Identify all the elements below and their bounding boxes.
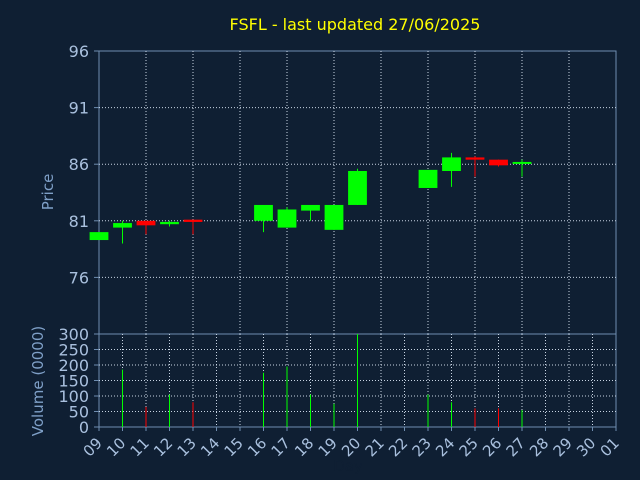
candle-body	[183, 219, 203, 222]
candle-body	[136, 220, 156, 226]
x-tick-label: 24	[432, 434, 458, 460]
candle-19	[324, 204, 344, 230]
price-tick-label: 76	[69, 268, 89, 287]
candle-23	[418, 169, 438, 188]
x-tick-label: 29	[550, 434, 576, 460]
x-axis-label: Day	[333, 457, 363, 475]
candle-26	[489, 159, 508, 167]
candle-body	[348, 170, 367, 205]
volume-tick-label: 150	[58, 372, 89, 391]
candle-body	[489, 159, 508, 166]
price-tick-label: 91	[69, 99, 89, 118]
price-grid	[99, 51, 616, 334]
x-tick-label: 13	[174, 434, 200, 460]
x-tick-label: 21	[362, 434, 388, 460]
x-tick-label: 11	[127, 434, 153, 460]
candle-13	[183, 219, 203, 235]
candle-09	[89, 232, 109, 241]
price-y-ticks: 76 81 86 91 96	[69, 42, 99, 287]
x-tick-label: 30	[573, 434, 599, 460]
x-tick-label: 23	[409, 434, 435, 460]
x-tick-label: 28	[526, 434, 552, 460]
volume-tick-label: 100	[58, 387, 89, 406]
x-tick-label: 27	[503, 434, 529, 460]
x-tick-label: 14	[197, 434, 223, 460]
price-tick-label: 81	[69, 212, 89, 231]
candles	[89, 152, 532, 244]
x-tick-label: 16	[244, 434, 270, 460]
volume-y-axis-label: Volume (0000)	[29, 326, 47, 436]
x-tick-label: 26	[479, 434, 505, 460]
candle-24	[442, 152, 461, 187]
candle-10	[113, 220, 132, 244]
price-panel: 76 81 86 91 96 Price	[39, 42, 617, 335]
price-tick-label: 86	[69, 155, 89, 174]
volume-tick-label: 200	[58, 356, 89, 375]
x-tick-label: 17	[268, 434, 294, 460]
candle-body	[512, 161, 532, 164]
candle-body	[254, 204, 273, 221]
x-axis-ticks: 0910111213141516171819202122232425262728…	[80, 427, 623, 460]
price-y-axis-label: Price	[39, 174, 57, 211]
x-tick-label: 25	[456, 434, 482, 460]
x-tick-label: 12	[150, 434, 176, 460]
candle-body	[418, 169, 438, 188]
candle-body	[113, 223, 132, 228]
volume-tick-label: 50	[69, 403, 89, 422]
candle-12	[160, 220, 179, 227]
candle-body	[160, 221, 179, 225]
x-tick-label: 18	[291, 434, 317, 460]
candle-20	[348, 168, 367, 205]
candle-16	[254, 204, 273, 233]
candle-body	[301, 204, 320, 211]
volume-tick-label: 250	[58, 341, 89, 360]
price-tick-label: 96	[69, 42, 89, 61]
candle-18	[301, 204, 320, 221]
x-tick-label: 22	[385, 434, 411, 460]
candle-25	[465, 156, 485, 177]
candle-11	[136, 220, 156, 235]
candle-body	[324, 204, 344, 230]
volume-bars	[122, 334, 523, 427]
x-tick-label: 09	[80, 434, 106, 460]
candle-body	[442, 157, 461, 171]
x-tick-label: 01	[597, 434, 623, 460]
candle-27	[512, 159, 532, 177]
candle-body	[465, 157, 485, 160]
candle-17	[277, 207, 297, 228]
candle-body	[277, 209, 297, 228]
volume-tick-label: 300	[58, 325, 89, 344]
candle-body	[89, 232, 109, 241]
x-tick-label: 10	[103, 434, 129, 460]
chart-title: FSFL - last updated 27/06/2025	[230, 15, 481, 34]
x-tick-label: 15	[221, 434, 247, 460]
volume-tick-label: 0	[79, 418, 89, 437]
